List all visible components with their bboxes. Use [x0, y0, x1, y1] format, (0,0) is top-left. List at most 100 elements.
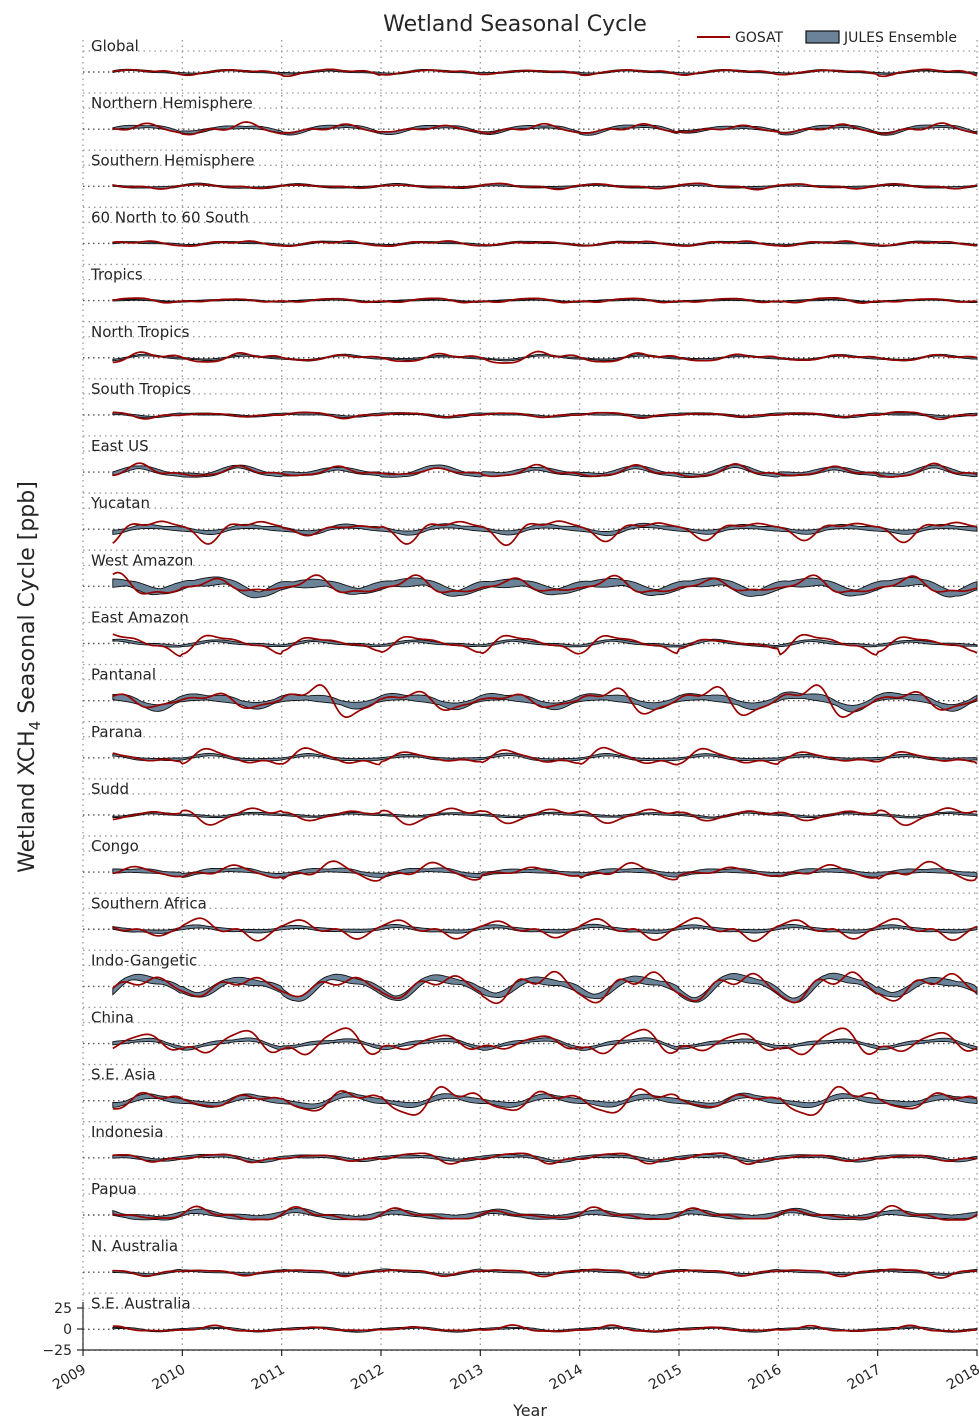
chart-title: Wetland Seasonal Cycle	[383, 12, 647, 37]
legend-ensemble-label: JULES Ensemble	[843, 30, 957, 46]
ensemble-band-9	[112, 576, 978, 599]
panel-2: Southern Hemisphere	[83, 151, 978, 208]
region-label-0: Global	[91, 37, 139, 55]
ensemble-band-18	[112, 1091, 978, 1110]
panel-16: Indo-Gangetic	[83, 951, 978, 1009]
x-tick-label-2011: 2011	[249, 1362, 288, 1394]
region-label-15: Southern Africa	[91, 894, 207, 912]
ensemble-band-13	[112, 811, 978, 819]
gosat-line-0	[112, 68, 978, 78]
region-label-1: Northern Hemisphere	[91, 94, 253, 112]
panel-19: Indonesia	[83, 1123, 978, 1180]
gosat-line-1	[112, 121, 978, 136]
gosat-line-15	[112, 917, 978, 942]
panel-9: West Amazon	[83, 551, 978, 608]
gosat-line-18	[112, 1085, 978, 1117]
region-label-12: Parana	[91, 723, 143, 741]
gosat-line-16	[112, 970, 978, 1005]
gosat-line-4	[112, 296, 978, 304]
panel-15: Southern Africa	[83, 894, 978, 951]
region-label-2: Southern Hemisphere	[91, 151, 254, 169]
region-label-4: Tropics	[90, 266, 143, 284]
x-tick-labels: 2009 2010 2011 2012 2013 2014 2015 2016 2017 2018	[50, 1350, 979, 1393]
panel-18: S.E. Asia	[83, 1066, 978, 1123]
y-tick-label-0: 0	[63, 1322, 72, 1338]
ensemble-band-15	[112, 923, 978, 934]
x-tick-label-2018: 2018	[944, 1362, 979, 1394]
region-label-8: Yucatan	[90, 494, 150, 512]
panel-14: Congo	[83, 837, 978, 894]
panel-0: Global	[83, 37, 978, 94]
gosat-line-19	[112, 1152, 978, 1165]
panel-20: Papua	[83, 1180, 978, 1237]
y-axis-label-subscript: 4	[26, 721, 44, 731]
gosat-line-5	[112, 350, 978, 364]
region-label-9: West Amazon	[91, 551, 193, 569]
ensemble-band-5	[112, 353, 978, 362]
region-label-5: North Tropics	[91, 323, 190, 341]
gosat-line-3	[112, 240, 978, 247]
gosat-line-9	[112, 571, 978, 595]
panel-13: Sudd	[83, 780, 978, 837]
x-tick-label-2012: 2012	[348, 1362, 387, 1394]
panel-12: Parana	[83, 723, 978, 780]
gosat-line-2	[112, 182, 978, 191]
legend-gosat-label: GOSAT	[735, 30, 784, 46]
panel-6: South Tropics	[83, 380, 978, 437]
gosat-line-22	[112, 1324, 978, 1333]
ensemble-band-14	[112, 867, 978, 879]
region-label-7: East US	[91, 437, 149, 455]
gosat-line-20	[112, 1204, 978, 1221]
region-label-3: 60 North to 60 South	[91, 208, 249, 226]
region-label-14: Congo	[91, 837, 139, 855]
panel-1: Northern Hemisphere	[83, 94, 978, 151]
y-tick-label-neg25: −25	[42, 1343, 72, 1359]
x-tick-label-2010: 2010	[149, 1362, 188, 1394]
region-label-11: Pantanal	[91, 666, 156, 684]
panel-5: North Tropics	[83, 323, 978, 380]
panel-17: China	[83, 1009, 978, 1066]
gosat-line-8	[112, 520, 978, 547]
gosat-line-21	[112, 1268, 978, 1279]
region-label-13: Sudd	[91, 780, 129, 798]
panel-21: N. Australia	[83, 1237, 978, 1294]
gosat-line-6	[112, 411, 978, 421]
y-axis-label: Wetland XCH4 Seasonal Cycle [ppb]	[15, 481, 44, 873]
region-label-10: East Amazon	[91, 609, 189, 627]
y-tick-label-25: 25	[54, 1301, 72, 1317]
ensemble-band-11	[112, 691, 978, 713]
panel-7: East US	[83, 437, 978, 494]
x-axis-label: Year	[512, 1401, 547, 1420]
panel-22: S.E. Australia	[83, 1294, 978, 1351]
ensemble-band-4	[112, 298, 978, 303]
gosat-line-10	[112, 633, 978, 658]
ensemble-band-8	[112, 522, 978, 537]
panel-3: 60 North to 60 South	[83, 208, 978, 266]
y-tick-labels: 25 0 −25	[42, 1301, 83, 1359]
x-tick-label-2016: 2016	[745, 1362, 784, 1394]
x-tick-label-2013: 2013	[447, 1362, 486, 1394]
panel-11: Pantanal	[83, 666, 978, 723]
y-axis-label-tail: Seasonal Cycle [ppb]	[15, 481, 40, 721]
region-label-22: S.E. Australia	[91, 1294, 191, 1312]
panel-10: East Amazon	[83, 609, 978, 666]
region-label-18: S.E. Asia	[91, 1066, 156, 1084]
x-tick-label-2017: 2017	[845, 1362, 884, 1394]
region-label-17: China	[91, 1009, 134, 1027]
region-label-20: Papua	[91, 1180, 137, 1198]
gosat-line-11	[112, 684, 978, 719]
legend-ensemble-swatch	[805, 30, 840, 44]
gosat-line-17	[112, 1027, 978, 1056]
x-tick-label-2009: 2009	[50, 1362, 89, 1394]
ensemble-band-17	[112, 1037, 978, 1051]
x-tick-label-2015: 2015	[646, 1362, 685, 1394]
panel-layer: Global Northern Hemisphere Southern Hemisp…	[83, 37, 978, 1351]
gosat-line-7	[112, 462, 978, 478]
ensemble-band-1	[112, 124, 978, 136]
region-label-19: Indonesia	[91, 1123, 164, 1141]
region-label-21: N. Australia	[91, 1237, 178, 1255]
legend: GOSAT JULES Ensemble	[697, 30, 957, 46]
region-label-6: South Tropics	[91, 380, 191, 398]
ensemble-band-12	[112, 752, 978, 762]
